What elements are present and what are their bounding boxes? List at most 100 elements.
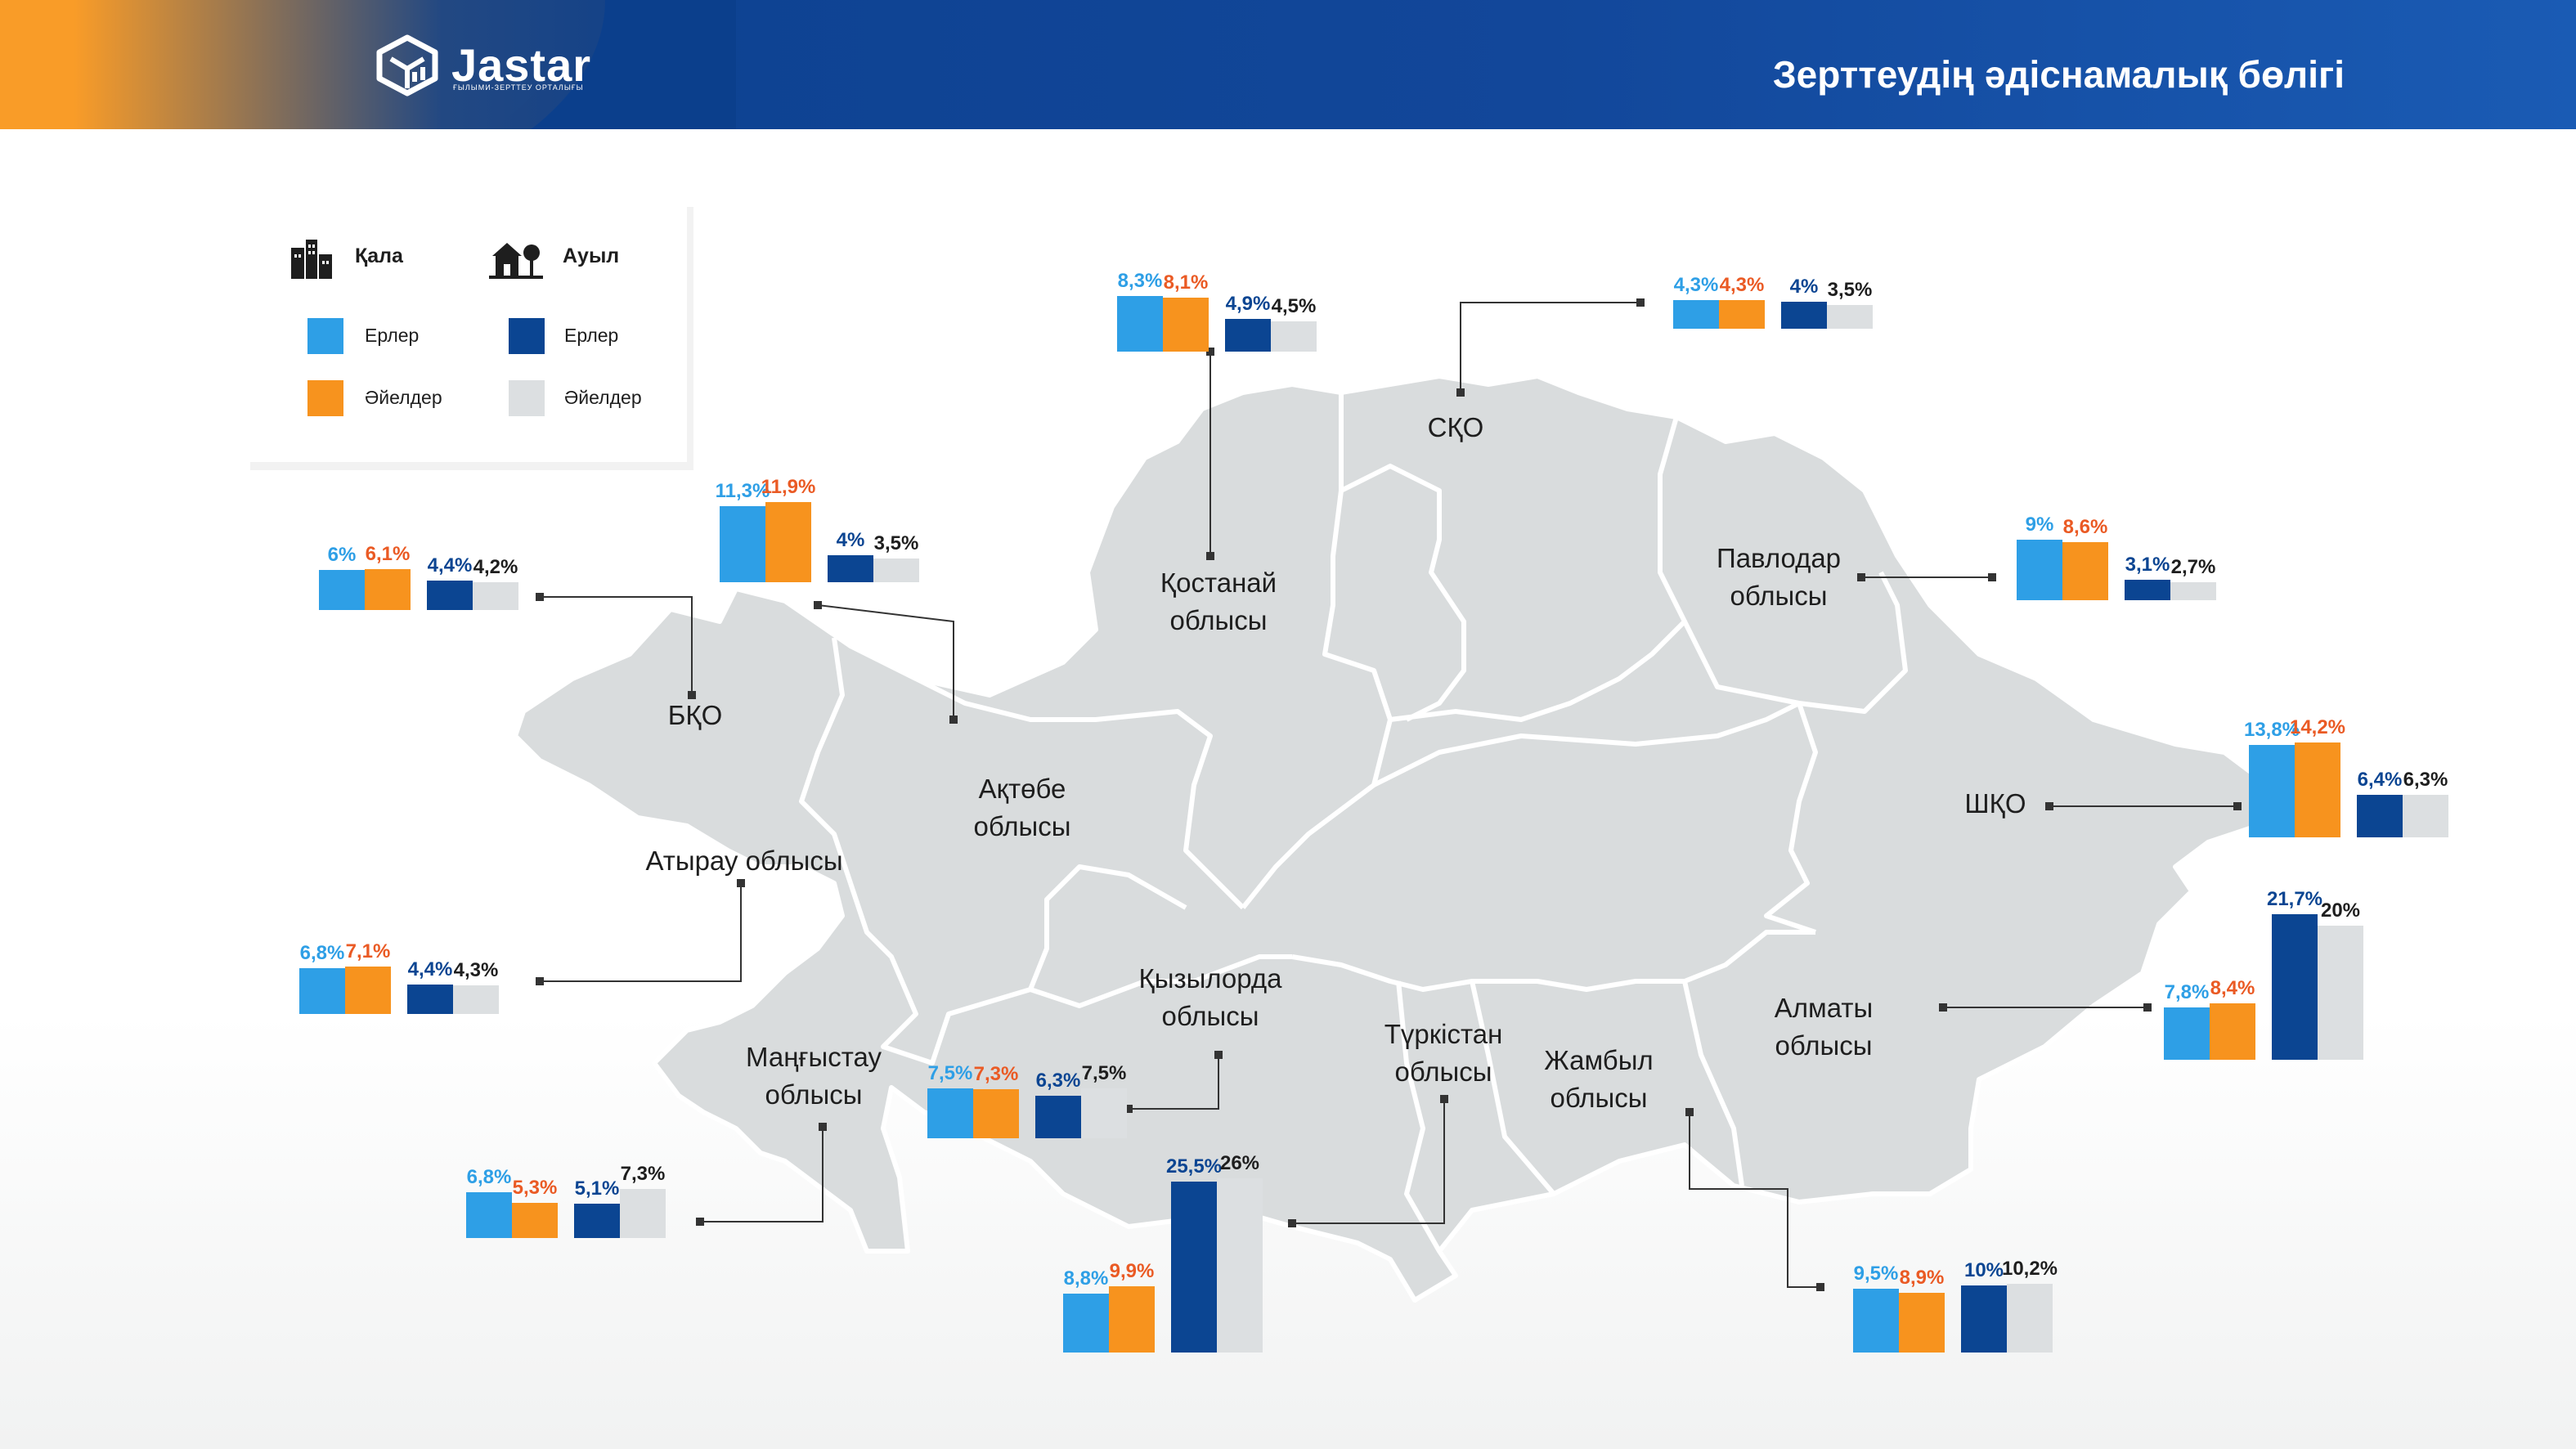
bar-almaty-s2 [2272, 914, 2318, 1060]
jastar-logo: Jastar [375, 33, 591, 98]
legend-swatch-city-men [307, 318, 343, 354]
connector-dot-almaty-0 [2143, 1003, 2152, 1012]
connector-kyzylorda [1129, 1055, 1219, 1110]
bar-atyrau-s2 [407, 984, 453, 1014]
connector-dot-bko-0 [536, 593, 544, 601]
connector-dot-shko-0 [2233, 802, 2242, 810]
map-country-shape [513, 374, 2260, 1303]
connector-aktobe [817, 604, 954, 720]
connector-dot-pavlodar-1 [1857, 573, 1865, 581]
value-label-zhambyl-s0: 9,5% [1853, 1263, 1899, 1285]
value-label-aktobe-s1: 11,9% [761, 476, 816, 499]
bar-bko-s0 [319, 569, 365, 610]
value-label-atyrau-s0: 6,8% [299, 942, 345, 965]
connector-dot-sko-0 [1636, 298, 1645, 307]
header-shade [0, 0, 736, 129]
bar-shko-s2 [2357, 794, 2403, 837]
bar-kyzylorda-s2 [1035, 1096, 1081, 1138]
value-label-kostanay-s2: 4,9% [1225, 292, 1271, 315]
connector-sko [1460, 302, 1640, 393]
connector-zhambyl [1689, 1112, 1820, 1288]
value-label-turkistan-s2: 25,5% [1165, 1155, 1223, 1178]
bar-mangystau-s0 [466, 1192, 512, 1238]
bar-pavlodar-s0 [2017, 540, 2062, 600]
bar-bko-s2 [427, 580, 473, 610]
connector-dot-mangystau-0 [696, 1218, 704, 1226]
connector-dot-turkistan-0 [1288, 1219, 1296, 1227]
value-label-aktobe-s2: 4% [836, 529, 865, 552]
connector-dot-atyrau-0 [536, 977, 544, 985]
value-label-bko-s1: 6,1% [365, 542, 411, 565]
value-label-aktobe-s3: 3,5% [873, 532, 919, 555]
map-region-borders [669, 393, 1908, 1253]
bar-sko-s1 [1719, 299, 1765, 329]
value-label-kostanay-s3: 4,5% [1271, 295, 1317, 318]
value-label-mangystau-s3: 7,3% [620, 1163, 666, 1186]
value-label-kyzylorda-s3: 7,5% [1081, 1061, 1127, 1084]
value-label-sko-s3: 3,5% [1827, 279, 1873, 302]
connector-dot-zhambyl-1 [1685, 1108, 1694, 1116]
bar-sko-s0 [1673, 299, 1719, 329]
region-label-almaty: Алматы облысы [1774, 993, 1874, 1061]
value-label-kyzylorda-s0: 7,5% [927, 1061, 973, 1084]
value-label-shko-s2: 6,4% [2357, 768, 2403, 791]
bar-kostanay-s3 [1271, 321, 1317, 352]
bar-kostanay-s1 [1163, 297, 1209, 352]
value-label-kyzylorda-s1: 7,3% [973, 1063, 1019, 1086]
logo-text: Jastar [451, 39, 592, 91]
value-label-mangystau-s0: 6,8% [466, 1166, 512, 1189]
bar-zhambyl-s0 [1853, 1289, 1899, 1353]
bar-aktobe-s1 [765, 502, 811, 582]
region-label-pavlodar: Павлодар облысы [1716, 543, 1842, 611]
connector-bko [540, 596, 693, 695]
bar-kostanay-s0 [1117, 295, 1163, 352]
bar-zhambyl-s1 [1899, 1293, 1945, 1353]
connector-turkistan [1292, 1099, 1445, 1224]
connector-atyrau [540, 883, 742, 982]
connector-dot-kostanay-1 [1206, 552, 1214, 560]
bar-pavlodar-s3 [2170, 581, 2216, 600]
legend: Қала Ауыл Ерлер Әйелдер Ерлер Әйелдер [244, 199, 687, 462]
region-label-kyzylorda: Қызылорда облысы [1138, 963, 1282, 1031]
connector-dot-pavlodar-0 [1988, 573, 1996, 581]
region-label-shko: ШҚО [1964, 788, 2026, 819]
value-label-atyrau-s3: 4,3% [453, 958, 499, 981]
value-label-atyrau-s2: 4,4% [407, 958, 453, 980]
bar-almaty-s0 [2164, 1007, 2210, 1060]
bar-bko-s3 [473, 581, 518, 610]
connector-dot-zhambyl-0 [1816, 1283, 1824, 1291]
value-label-zhambyl-s1: 8,9% [1899, 1267, 1945, 1290]
bar-mangystau-s1 [512, 1202, 558, 1238]
bar-turkistan-s3 [1217, 1178, 1263, 1353]
bar-atyrau-s0 [299, 968, 345, 1014]
bar-turkistan-s0 [1063, 1293, 1109, 1353]
bar-atyrau-s1 [345, 966, 391, 1014]
bar-pavlodar-s2 [2125, 579, 2170, 600]
bar-sko-s2 [1781, 302, 1827, 329]
legend-swatch-village-women [509, 380, 545, 416]
value-label-turkistan-s0: 8,8% [1063, 1267, 1109, 1290]
bar-kyzylorda-s1 [973, 1089, 1019, 1138]
value-label-sko-s2: 4% [1789, 276, 1819, 298]
region-label-aktobe: Ақтөбе облысы [973, 774, 1071, 841]
legend-text-village-men: Ерлер [564, 325, 619, 346]
value-label-almaty-s3: 20% [2320, 899, 2361, 922]
connector-dot-aktobe-1 [949, 716, 958, 724]
value-label-shko-s0: 13,8% [2243, 718, 2300, 741]
value-label-mangystau-s2: 5,1% [574, 1178, 620, 1200]
legend-village-label: Ауыл [563, 244, 620, 267]
legend-city-label: Қала [355, 244, 403, 267]
connector-dot-kyzylorda-0 [1124, 1105, 1133, 1113]
value-label-sko-s0: 4,3% [1673, 273, 1719, 296]
bar-zhambyl-s3 [2007, 1284, 2053, 1353]
connector-dot-sko-1 [1456, 388, 1465, 397]
region-label-zhambyl: Жамбыл облысы [1544, 1045, 1654, 1113]
connector-dot-kyzylorda-1 [1214, 1051, 1223, 1059]
value-label-turkistan-s1: 9,9% [1109, 1259, 1155, 1282]
value-label-shko-s1: 14,2% [2289, 716, 2346, 738]
value-label-kyzylorda-s2: 6,3% [1035, 1070, 1081, 1092]
legend-text-city-women: Әйелдер [365, 387, 442, 408]
value-label-kostanay-s0: 8,3% [1117, 269, 1163, 292]
